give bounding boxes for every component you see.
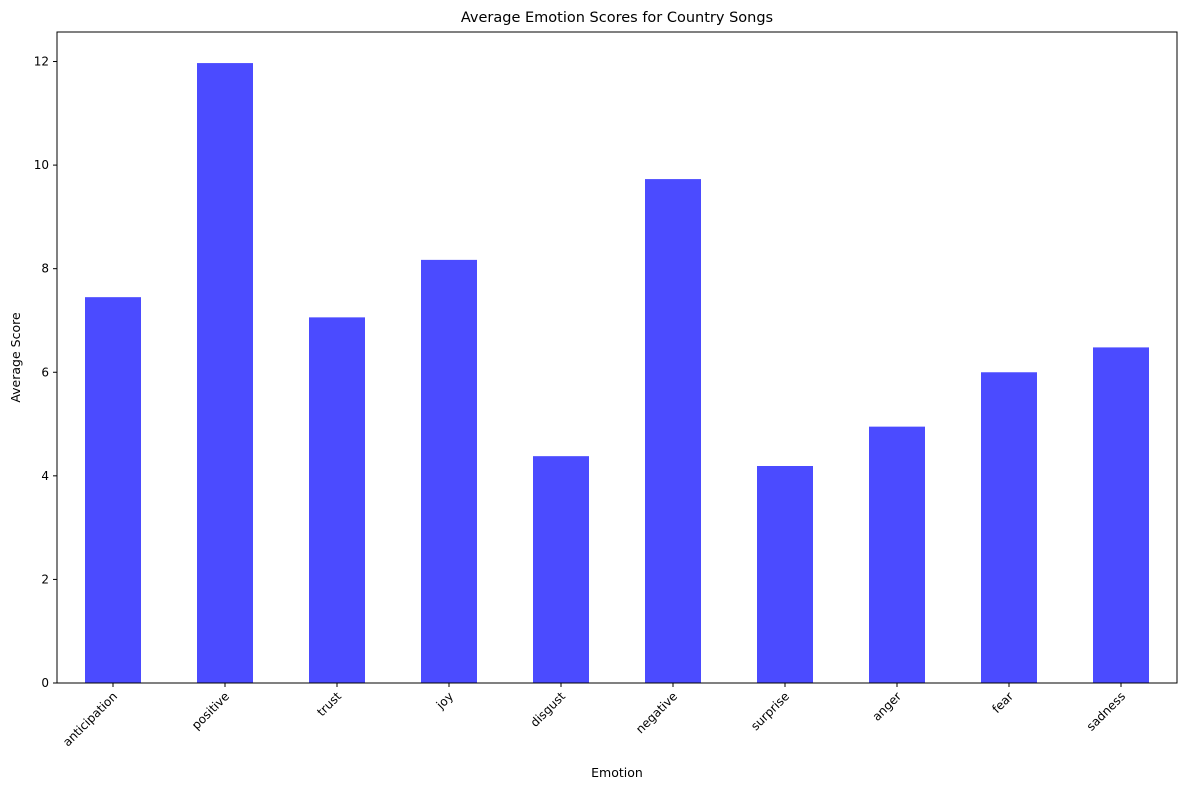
y-tick-label: 0: [41, 676, 49, 690]
bar-anger: [869, 426, 925, 683]
x-tick-label: anticipation: [60, 689, 120, 749]
y-tick-label: 12: [34, 55, 49, 69]
x-tick-label: fear: [989, 689, 1016, 716]
y-tick-label: 10: [34, 158, 49, 172]
x-axis-label: Emotion: [591, 765, 643, 780]
plot-frame: [56, 31, 1178, 684]
y-axis-label: Average Score: [8, 312, 23, 403]
y-tick-label: 8: [41, 262, 49, 276]
x-tick-label: surprise: [748, 689, 792, 733]
x-tick-label: negative: [633, 689, 680, 736]
x-tick-label: sadness: [1084, 689, 1128, 733]
x-tick-label: anger: [870, 689, 905, 724]
bar-surprise: [757, 466, 813, 683]
y-tick-label: 6: [41, 365, 49, 379]
bar-disgust: [533, 456, 589, 683]
y-tick-label: 4: [41, 469, 49, 483]
bar-joy: [421, 259, 477, 683]
x-tick-label: trust: [314, 689, 344, 719]
bar-anticipation: [85, 297, 141, 683]
x-tick-label: joy: [433, 689, 456, 712]
bar-fear: [981, 372, 1037, 683]
x-tick-label: positive: [189, 689, 232, 732]
bar-positive: [197, 63, 253, 684]
y-axis: 0 2 4 6 8 10 12: [34, 55, 57, 690]
bar-sadness: [1093, 347, 1149, 683]
x-axis: anticipation positive trust joy disgust negat…: [60, 683, 1128, 749]
bar-negative: [645, 179, 701, 683]
y-tick-label: 2: [41, 572, 49, 586]
bar-trust: [309, 317, 365, 683]
x-tick-label: disgust: [528, 689, 569, 730]
bars-group: [85, 63, 1149, 684]
chart-title: Average Emotion Scores for Country Songs: [461, 10, 773, 26]
